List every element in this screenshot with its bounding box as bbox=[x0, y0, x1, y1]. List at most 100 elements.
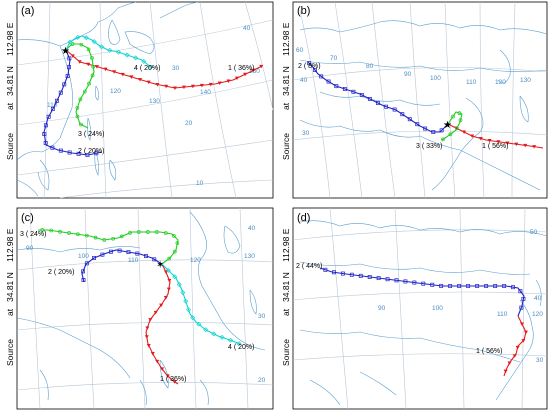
panel-d-frame bbox=[292, 207, 548, 410]
trajectory-marker bbox=[359, 92, 364, 97]
panel-a-traj-labels: 1 ( 36%) 2 ( 20%) 3 ( 24%) 4 ( 20%) bbox=[78, 65, 254, 155]
panel-d-side-prefix: Source bbox=[281, 339, 291, 366]
panel-c-side-prefix: Source bbox=[5, 339, 15, 366]
trajectory-marker bbox=[511, 285, 515, 290]
trajectory-marker bbox=[65, 74, 70, 78]
panel-a-grid-40: 40 bbox=[243, 25, 251, 32]
trajectory-marker bbox=[407, 117, 412, 122]
trajectory-marker bbox=[519, 305, 524, 310]
panel-a-graticule-labels: 120 130 140 150 110 40 30 20 10 bbox=[47, 25, 260, 187]
trajectory-marker bbox=[523, 143, 528, 148]
panel-d-grid-100: 100 bbox=[432, 305, 443, 312]
trajectory-marker bbox=[186, 307, 192, 313]
trajectory-marker bbox=[50, 106, 55, 111]
panel-c-traj-3-label: 3 ( 24%) bbox=[20, 231, 46, 238]
trajectory-marker bbox=[76, 151, 81, 156]
trajectory-marker bbox=[412, 280, 417, 285]
trajectory-marker bbox=[40, 228, 45, 232]
panel-b-graticule bbox=[292, 1, 548, 199]
panel-b-grid-90: 90 bbox=[404, 71, 412, 78]
panel-c: Source at 34.81 N 112.98 E 90 100 110 12… bbox=[5, 207, 274, 410]
trajectory-marker bbox=[145, 230, 150, 234]
trajectory-marker bbox=[507, 361, 512, 366]
trajectory-marker bbox=[403, 279, 408, 284]
panel-a-label: (a) bbox=[21, 5, 34, 17]
trajectory-marker bbox=[520, 322, 525, 327]
trajectory-marker bbox=[172, 249, 177, 254]
trajectory-marker bbox=[226, 79, 231, 84]
trajectory-marker bbox=[67, 39, 73, 45]
panel-d-graticule bbox=[292, 207, 548, 410]
trajectory-marker bbox=[84, 261, 89, 266]
panel-d-side-lat: 34.81 N bbox=[281, 272, 291, 302]
panel-c-grid-20: 20 bbox=[258, 377, 266, 384]
trajectory-marker bbox=[307, 61, 312, 66]
trajectory-marker bbox=[523, 330, 528, 335]
trajectory-marker bbox=[466, 284, 471, 288]
trajectory-marker bbox=[251, 68, 256, 73]
trajectory-marker bbox=[43, 140, 48, 145]
panel-a-grid-120: 120 bbox=[110, 88, 121, 95]
panel-d-grid-90: 90 bbox=[378, 305, 386, 312]
trajectory-marker bbox=[448, 284, 453, 288]
panel-a-traj-4-label: 4 ( 20%) bbox=[134, 65, 160, 72]
panel-b-grid-70: 70 bbox=[330, 55, 338, 62]
trajectory-marker bbox=[160, 367, 165, 371]
panel-a-graticule bbox=[16, 1, 274, 199]
trajectory-marker bbox=[55, 98, 59, 103]
trajectory-marker bbox=[431, 130, 436, 134]
trajectory-marker bbox=[148, 318, 153, 322]
trajectory-marker bbox=[102, 238, 107, 242]
panel-c-side-lat: 34.81 N bbox=[5, 272, 15, 302]
trajectory-marker bbox=[394, 278, 399, 283]
panel-c-traj-4-label: 4 ( 20%) bbox=[228, 344, 254, 351]
trajectory-marker bbox=[172, 274, 178, 280]
panel-b-grid-110: 110 bbox=[466, 79, 477, 86]
panel-c-traj-2-label: 2 ( 20%) bbox=[48, 269, 74, 276]
panel-c-grid-30: 30 bbox=[258, 313, 266, 320]
trajectory-marker bbox=[332, 270, 336, 275]
trajectory-marker bbox=[144, 254, 148, 258]
panel-a-grid-30: 30 bbox=[172, 65, 180, 72]
trajectory-marker bbox=[146, 80, 151, 85]
trajectory-marker bbox=[91, 39, 97, 45]
trajectory-marker bbox=[475, 284, 480, 288]
trajectory-marker bbox=[183, 298, 189, 304]
trajectory-marker bbox=[208, 82, 213, 87]
trajectory-marker bbox=[116, 49, 122, 55]
trajectory-marker bbox=[439, 128, 444, 133]
trajectory-marker bbox=[441, 137, 445, 142]
panel-d-side-at: at bbox=[281, 308, 291, 316]
trajectory-marker bbox=[163, 296, 168, 300]
trajectory-marker bbox=[159, 303, 164, 308]
trajectory-marker bbox=[236, 341, 242, 347]
panel-b-grid-130: 130 bbox=[520, 77, 531, 84]
trajectory-marker bbox=[46, 114, 51, 119]
trajectory-marker bbox=[163, 231, 168, 235]
panel-b-grid-60: 60 bbox=[296, 47, 304, 54]
trajectory-marker bbox=[199, 83, 204, 88]
trajectory-marker bbox=[58, 229, 62, 234]
trajectory-marker bbox=[75, 114, 80, 119]
panel-a-grid-150: 150 bbox=[249, 68, 260, 75]
trajectory-marker bbox=[133, 55, 139, 61]
panel-a-traj-2-label: 2 ( 20%) bbox=[78, 148, 104, 155]
trajectory-marker bbox=[478, 137, 483, 141]
panel-d-markers bbox=[323, 267, 528, 374]
trajectory-marker bbox=[211, 331, 217, 337]
trajectory-marker bbox=[457, 111, 462, 115]
trajectory-marker bbox=[155, 359, 160, 364]
panel-d-coastlines bbox=[299, 220, 548, 406]
trajectory-marker bbox=[190, 84, 195, 89]
trajectory-marker bbox=[148, 64, 154, 70]
trajectory-marker bbox=[166, 287, 171, 292]
trajectory-marker bbox=[119, 234, 124, 239]
trajectory-marker bbox=[79, 42, 84, 47]
panel-c-traj-1-label: 1 ( 36%) bbox=[160, 376, 186, 383]
trajectory-marker bbox=[532, 145, 537, 149]
trajectory-marker bbox=[124, 52, 130, 58]
panel-b-grid-40: 40 bbox=[300, 77, 308, 84]
trajectory-marker bbox=[111, 236, 115, 241]
panel-b-side-lat: 34.81 N bbox=[281, 66, 291, 96]
trajectory-marker bbox=[439, 283, 444, 288]
